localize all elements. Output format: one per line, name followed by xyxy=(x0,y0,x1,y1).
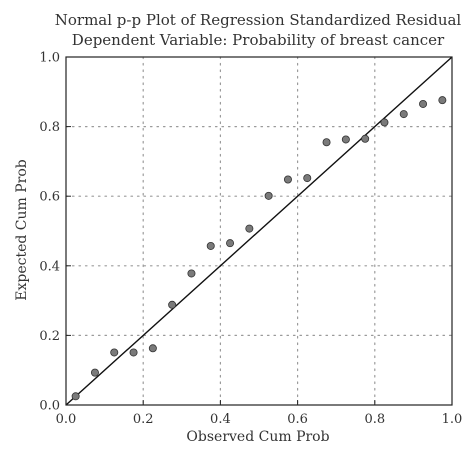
reference-line xyxy=(65,56,453,406)
data-point xyxy=(341,135,350,144)
x-tick-label: 0.4 xyxy=(210,412,231,427)
data-point xyxy=(206,241,215,250)
data-point xyxy=(264,191,273,200)
y-tick-label: 0.4 xyxy=(39,259,60,274)
y-tick-label: 0.0 xyxy=(39,399,60,414)
data-point xyxy=(283,175,292,184)
x-axis-label: Observed Cum Prob xyxy=(186,429,329,445)
data-point xyxy=(187,269,196,278)
y-tick-label: 0.8 xyxy=(39,120,60,135)
x-tick-label: 0.0 xyxy=(56,412,77,427)
y-tick-label: 0.6 xyxy=(39,190,60,205)
x-tick-label: 0.8 xyxy=(364,412,385,427)
x-tick-label: 1.0 xyxy=(442,412,463,427)
data-point xyxy=(148,344,157,353)
data-points xyxy=(71,96,447,401)
x-tick-label: 0.2 xyxy=(133,412,154,427)
axis-ticks: 0.0 0.2 0.4 0.6 0.8 1.0 0.0 0.2 0.4 0.6 0.8 1.0 xyxy=(39,51,462,428)
data-point xyxy=(361,134,370,143)
y-tick-label: 0.2 xyxy=(39,329,60,344)
data-point xyxy=(71,392,80,401)
chart-subtitle: Dependent Variable: Probability of breas… xyxy=(72,31,445,49)
data-point xyxy=(226,239,235,248)
data-point xyxy=(129,348,138,357)
y-axis-label: Expected Cum Prob xyxy=(14,159,30,301)
data-point xyxy=(419,99,428,108)
data-point xyxy=(399,110,408,119)
x-tick-label: 0.6 xyxy=(287,412,308,427)
y-tick-label: 1.0 xyxy=(39,51,60,66)
grid-lines xyxy=(65,56,453,406)
data-point xyxy=(438,96,447,105)
data-point xyxy=(110,348,119,357)
data-point xyxy=(245,224,254,233)
data-point xyxy=(168,300,177,309)
data-point xyxy=(90,368,99,377)
data-point xyxy=(303,174,312,183)
chart-title: Normal p-p Plot of Regression Standardiz… xyxy=(55,11,462,29)
plot-frame xyxy=(65,56,453,406)
data-point xyxy=(322,138,331,147)
data-point xyxy=(380,118,389,127)
